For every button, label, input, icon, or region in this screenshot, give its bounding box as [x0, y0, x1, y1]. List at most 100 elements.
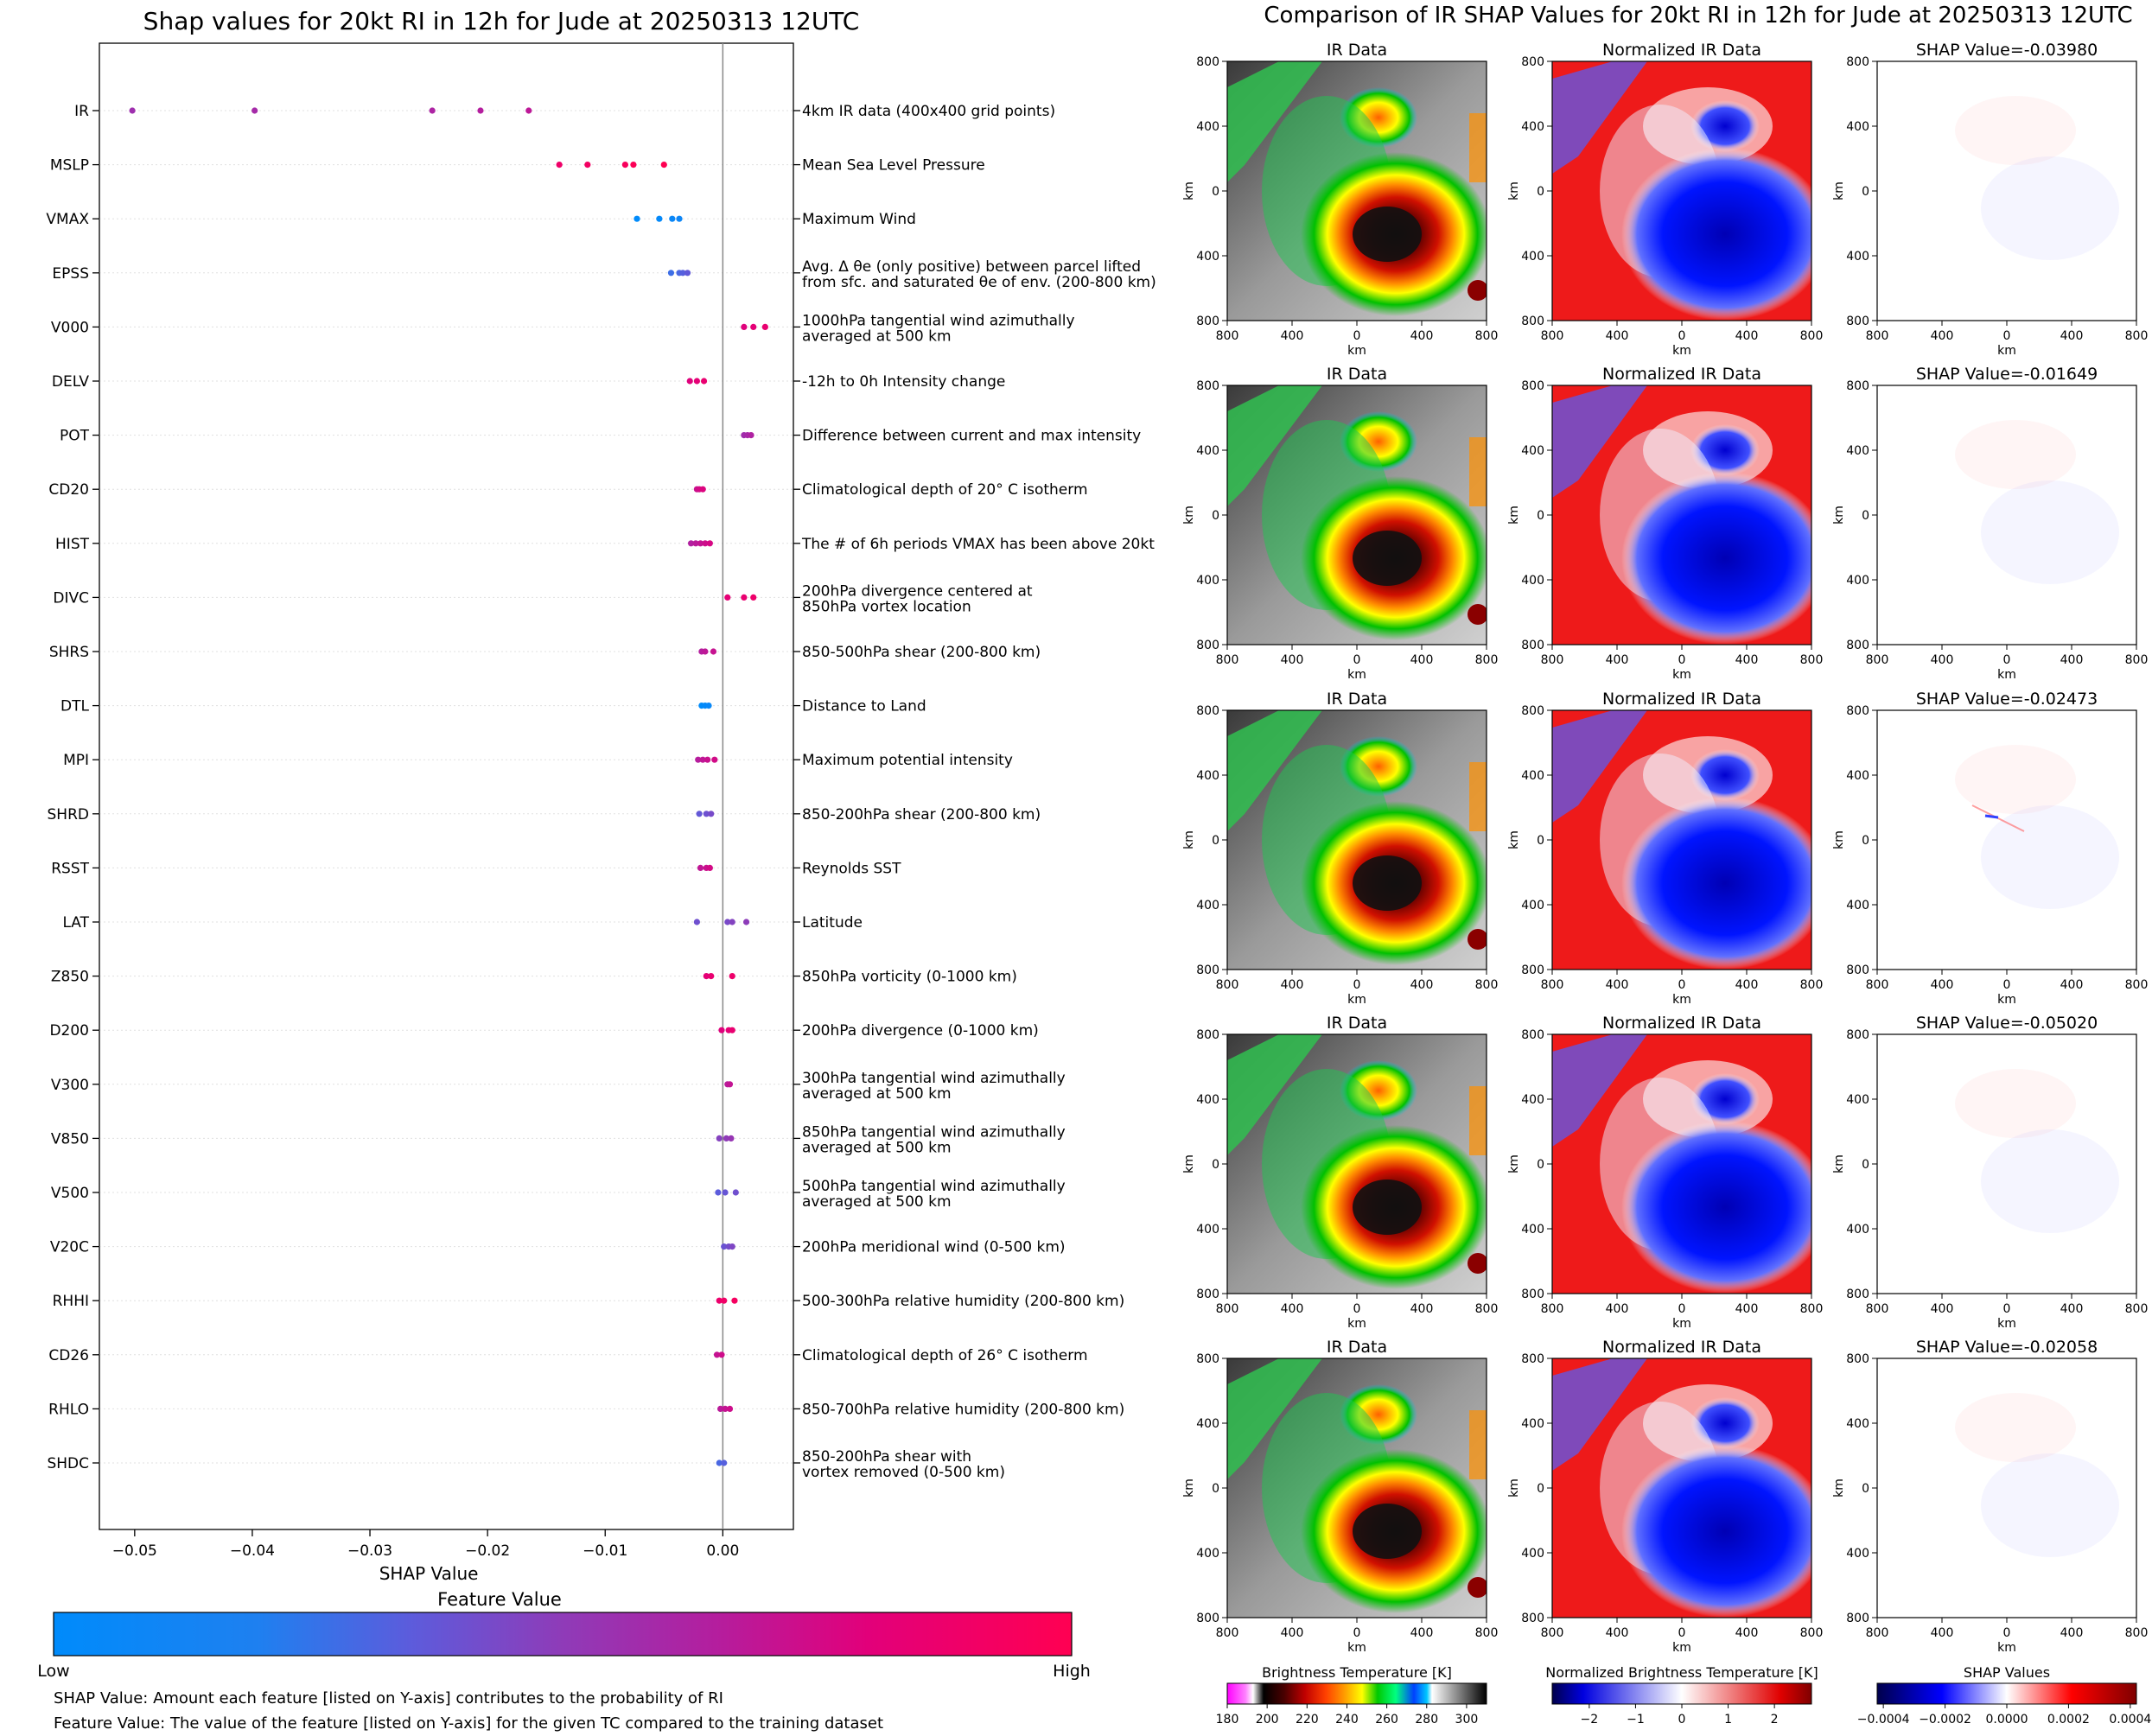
- feature-desc: averaged at 500 km: [802, 1139, 952, 1156]
- panel-x-tick-label: 400: [1606, 1626, 1629, 1640]
- panel-x-tick-label: 800: [1541, 329, 1564, 343]
- panel-x-tick-label: 400: [1410, 978, 1434, 992]
- panel-shap-row3: SHAP Value=-0.02473800800400400004004008…: [1832, 690, 2148, 1007]
- shap-point: [741, 323, 748, 330]
- feature-name-vmax: VMAX: [46, 211, 89, 228]
- shap-point: [656, 215, 663, 222]
- ir-cold-top: [1353, 531, 1422, 586]
- shap-point: [729, 973, 735, 980]
- shap-point: [729, 1027, 735, 1033]
- panel-y-tick-label: 800: [1521, 1288, 1544, 1301]
- panel-title: IR Data: [1327, 41, 1387, 60]
- feature-desc: 850hPa tangential wind azimuthally: [802, 1123, 1066, 1141]
- shap-point: [716, 1135, 723, 1141]
- shap-point: [584, 162, 591, 169]
- feature-desc: Mean Sea Level Pressure: [802, 157, 985, 175]
- colorbar-tick-label: 0.0004: [2109, 1713, 2151, 1726]
- feature-desc: Climatological depth of 26° C isotherm: [802, 1347, 1088, 1364]
- shap-point: [729, 1243, 735, 1250]
- panel-y-label: km: [1832, 1478, 1846, 1498]
- feature-name-mslp: MSLP: [50, 157, 89, 175]
- panel-y-tick-label: 0: [1212, 509, 1219, 523]
- panel-y-tick-label: 800: [1846, 315, 1869, 328]
- panel-y-tick-label: 0: [1212, 185, 1219, 199]
- panel-x-label: km: [1997, 993, 2016, 1007]
- panel-y-tick-label: 0: [1862, 1482, 1869, 1496]
- shap-point: [686, 378, 693, 385]
- panel-y-tick-label: 800: [1196, 1612, 1219, 1625]
- shap-point: [708, 811, 715, 817]
- panel-x-tick-label: 800: [1866, 329, 1889, 343]
- panel-x-tick-label: 0: [1353, 978, 1361, 992]
- colorbar-tick-label: −0.0002: [1919, 1713, 1971, 1726]
- panel-y-label: km: [1832, 830, 1846, 849]
- panel-x-tick-label: 800: [1800, 978, 1824, 992]
- panel-x-tick-label: 0: [1678, 1626, 1686, 1640]
- shap-point: [726, 1405, 734, 1412]
- panel-y-tick-label: 400: [1846, 899, 1869, 913]
- colorbar-tick-label: 2: [1771, 1713, 1779, 1726]
- shap-point: [706, 540, 713, 547]
- shap-point: [741, 594, 748, 601]
- panel-x-tick-label: 800: [1800, 1626, 1824, 1640]
- shap-point: [742, 919, 750, 925]
- panel-y-tick-label: 0: [1212, 834, 1219, 848]
- ir-cloud-band: [1227, 1358, 1322, 1479]
- panel-x-tick-label: 800: [1475, 978, 1499, 992]
- shap-faint-positive: [1955, 96, 2076, 165]
- colorbar-tick-label: 0: [1678, 1713, 1686, 1726]
- panel-x-tick-label: 800: [1800, 329, 1824, 343]
- panel-y-label: km: [1832, 506, 1846, 525]
- panel-x-tick-label: 0: [2003, 1302, 2011, 1316]
- shap-point: [726, 1081, 734, 1088]
- panel-title: SHAP Value=-0.02473: [1916, 690, 2098, 709]
- panel-y-label: km: [1507, 506, 1521, 525]
- panel-image: [1552, 1358, 1811, 1618]
- panel-image: [1227, 61, 1487, 321]
- panel-x-tick-label: 800: [1541, 1302, 1564, 1316]
- panel-x-label: km: [1672, 1641, 1691, 1655]
- shap-point: [718, 1351, 725, 1358]
- panel-y-label: km: [1832, 181, 1846, 200]
- norm-storm: [1621, 1445, 1811, 1618]
- panel-x-tick-label: 800: [1866, 653, 1889, 667]
- panel-y-tick-label: 0: [1537, 834, 1544, 848]
- panel-y-tick-label: 0: [1537, 509, 1544, 523]
- colorbar-tick-label: 180: [1216, 1713, 1239, 1726]
- panel-x-tick-label: 400: [2060, 653, 2084, 667]
- feature-name-shdc: SHDC: [47, 1455, 89, 1472]
- panel-y-tick-label: 800: [1196, 1288, 1219, 1301]
- panel-y-tick-label: 400: [1196, 444, 1219, 458]
- panel-y-label: km: [1182, 1478, 1196, 1498]
- feature-desc: Distance to Land: [802, 698, 926, 715]
- feature-desc: 200hPa meridional wind (0-500 km): [802, 1239, 1066, 1256]
- panel-image: [1552, 385, 1811, 645]
- panel-y-tick-label: 400: [1846, 1093, 1869, 1107]
- ir-cloud-band: [1227, 61, 1322, 182]
- panel-shap-row4: SHAP Value=-0.05020800800400400004004008…: [1832, 1014, 2148, 1331]
- panel-x-label: km: [1347, 1641, 1366, 1655]
- x-tick-label: −0.03: [347, 1542, 392, 1560]
- colorbar-tick-label: 200: [1256, 1713, 1279, 1726]
- panel-x-tick-label: 400: [1281, 978, 1304, 992]
- panel-y-tick-label: 800: [1521, 1612, 1544, 1625]
- note-shap: SHAP Value: Amount each feature [listed …: [54, 1689, 723, 1707]
- panel-x-tick-label: 800: [1475, 653, 1499, 667]
- left-chart-title: Shap values for 20kt RI in 12h for Jude …: [143, 7, 860, 35]
- shap-point: [703, 973, 710, 980]
- panel-x-tick-label: 800: [1866, 978, 1889, 992]
- panel-y-label: km: [1832, 1154, 1846, 1173]
- feature-desc: Difference between current and max inten…: [802, 428, 1141, 445]
- feature-desc: 200hPa divergence (0-1000 km): [802, 1022, 1039, 1040]
- shap-point: [684, 270, 691, 277]
- panel-y-tick-label: 0: [1537, 1158, 1544, 1172]
- feature-name-lat: LAT: [62, 914, 89, 932]
- panel-x-tick-label: 400: [2060, 1626, 2084, 1640]
- feature-desc: averaged at 500 km: [802, 1085, 952, 1103]
- panel-x-tick-label: 400: [1931, 1302, 1954, 1316]
- shap-faint-positive: [1955, 1393, 2076, 1462]
- ir-cold-top: [1353, 1180, 1422, 1235]
- ir-edge-band: [1469, 762, 1487, 831]
- panel-title: SHAP Value=-0.02058: [1916, 1338, 2098, 1357]
